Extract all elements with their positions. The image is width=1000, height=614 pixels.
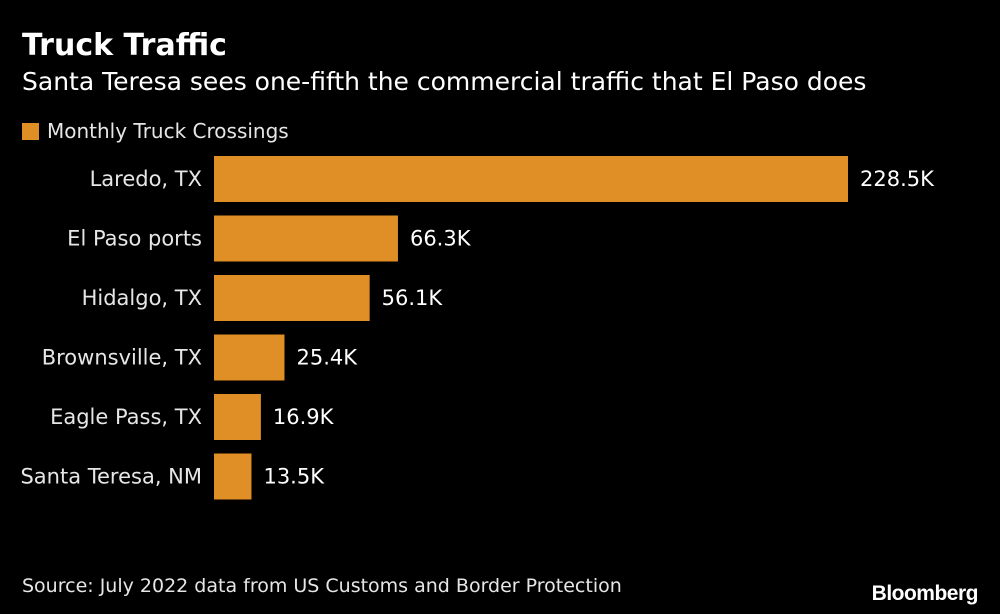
category-label: Laredo, TX [90, 167, 202, 191]
bar [214, 215, 398, 262]
bar-chart: Laredo, TX 228.5K El Paso ports 66.3K Hidalg… [20, 156, 935, 500]
chart-title: Truck Traffic [22, 28, 227, 63]
source-note: Source: July 2022 data from US Customs a… [22, 575, 622, 597]
bar [214, 453, 252, 500]
value-label: 16.9K [273, 405, 335, 429]
legend-label: Monthly Truck Crossings [47, 119, 289, 143]
bar [214, 156, 848, 202]
value-label: 25.4K [296, 346, 358, 370]
bloomberg-logo: Bloomberg [871, 582, 979, 605]
value-label: 228.5K [860, 167, 935, 191]
legend: Monthly Truck Crossings [22, 118, 289, 144]
value-label: 66.3K [410, 227, 472, 251]
value-label: 13.5K [263, 465, 325, 489]
category-label: Santa Teresa, NM [20, 465, 202, 489]
category-label: Brownsville, TX [42, 346, 202, 370]
bar [214, 394, 261, 440]
category-label: El Paso ports [67, 227, 202, 251]
bar [214, 334, 285, 381]
legend-swatch [22, 122, 39, 140]
category-label: Hidalgo, TX [82, 286, 202, 310]
bar [214, 275, 370, 321]
chart-subtitle: Santa Teresa sees one-fifth the commerci… [22, 67, 867, 96]
category-label: Eagle Pass, TX [50, 405, 202, 429]
value-label: 56.1K [382, 286, 444, 310]
